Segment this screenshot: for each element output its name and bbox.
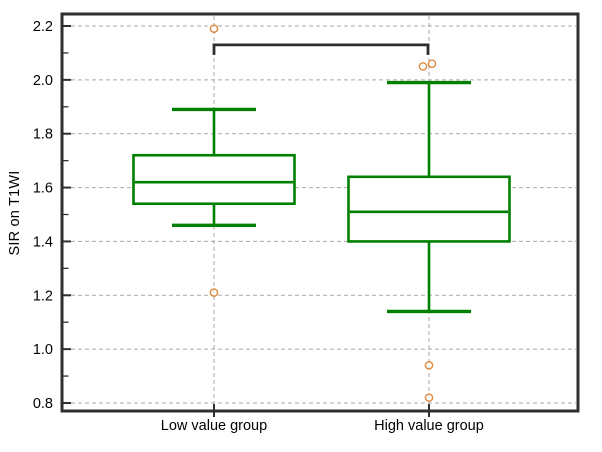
y-tick-label: 2.0 (33, 73, 53, 89)
outlier-point (424, 360, 434, 370)
y-tick-label: 2.2 (33, 19, 53, 35)
outlier-point (209, 288, 219, 297)
y-tick-label: 1.2 (33, 288, 53, 304)
y-axis-title: SIR on T1WI (7, 170, 23, 256)
y-tick-label: 1.4 (33, 234, 53, 250)
outlier-point (209, 24, 219, 33)
y-tick-label: 0.8 (33, 396, 53, 412)
y-tick-label: 1.0 (33, 342, 53, 358)
y-tick-label: 1.6 (33, 181, 53, 197)
y-tick-label: 1.8 (33, 127, 53, 143)
x-category-label: Low value group (161, 418, 267, 434)
outlier-point (424, 393, 434, 402)
iqr-box (132, 153, 296, 206)
outlier-point (427, 59, 437, 69)
significance-bracket (212, 43, 430, 55)
plot-border (60, 12, 580, 413)
iqr-box (347, 175, 511, 243)
outlier-point (418, 62, 428, 71)
x-category-label: High value group (374, 418, 484, 434)
